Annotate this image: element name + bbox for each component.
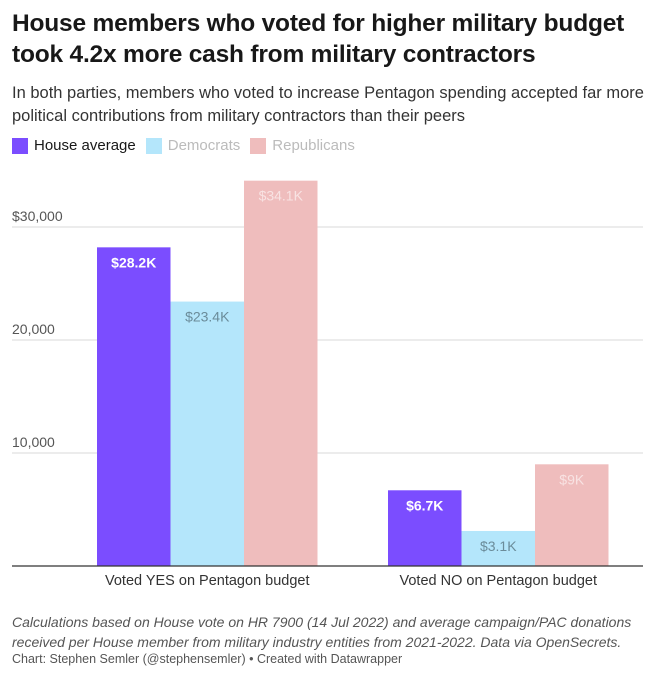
- bar-value-label: $23.4K: [185, 309, 230, 325]
- chart-notes: Calculations based on House vote on HR 7…: [12, 614, 632, 650]
- bar-value-label: $3.1K: [480, 538, 517, 554]
- bar-value-label: $9K: [559, 471, 585, 487]
- legend-swatch: [145, 137, 162, 154]
- bar: [461, 530, 535, 566]
- legend-swatch: [250, 137, 267, 154]
- bar-value-label: $6.7K: [406, 497, 443, 513]
- y-tick-label: $30,000: [12, 208, 63, 224]
- chart-byline: Chart: Stephen Semler (@stephensemler) •…: [12, 652, 403, 666]
- legend-label: House average: [34, 137, 136, 154]
- legend-item: Democrats: [145, 137, 241, 154]
- legend-swatch: [12, 137, 28, 154]
- y-tick-label: 10,000: [12, 434, 55, 450]
- bar: [170, 301, 244, 566]
- chart-subtitle: In both parties, members who voted to in…: [12, 84, 644, 125]
- legend-item: Republicans: [250, 137, 355, 154]
- chart-title: House members who voted for higher milit…: [12, 10, 625, 68]
- y-tick-label: 20,000: [12, 321, 55, 337]
- bar: [535, 464, 609, 566]
- x-category-label: Voted YES on Pentagon budget: [105, 573, 310, 589]
- bar-chart: 10,000 20,000 $30,000 $28.2K $23.4K $34.1K Vot…: [12, 180, 643, 589]
- legend: House average Democrats Republicans: [12, 137, 365, 154]
- legend-label: Democrats: [167, 137, 241, 154]
- bar: [97, 247, 171, 566]
- bar-value-label: $34.1K: [259, 188, 304, 204]
- bar: [244, 180, 318, 567]
- legend-item: House average: [12, 137, 136, 154]
- x-category-label: Voted NO on Pentagon budget: [399, 573, 597, 589]
- legend-label: Republicans: [272, 137, 355, 154]
- bar-value-label: $28.2K: [111, 254, 156, 270]
- bar: [388, 490, 462, 566]
